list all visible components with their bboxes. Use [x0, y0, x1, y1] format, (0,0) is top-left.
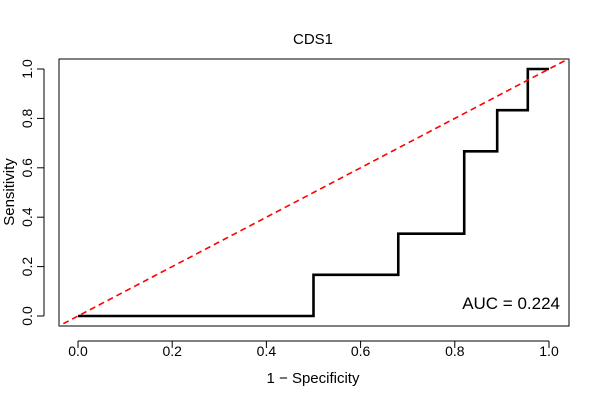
- x-axis-title: 1 − Specificity: [267, 370, 360, 387]
- y-tick-label: 0.8: [19, 108, 35, 128]
- x-tick-label: 1.0: [539, 343, 559, 359]
- reference-diagonal-line: [59, 59, 569, 326]
- auc-annotation: AUC = 0.224: [462, 294, 560, 313]
- y-tick-label: 1.0: [19, 59, 35, 79]
- x-tick-label: 0.2: [162, 343, 182, 359]
- y-axis-title: Sensitivity: [1, 158, 18, 226]
- plot-area-border: [58, 58, 570, 327]
- y-tick-label: 0.4: [19, 207, 35, 227]
- x-axis: 0.0 0.2 0.4 0.6 0.8 1.0: [68, 340, 559, 359]
- x-tick-label: 0.8: [445, 343, 465, 359]
- chart-title: CDS1: [293, 31, 333, 48]
- x-tick-label: 0.0: [68, 343, 88, 359]
- plot-series-group: [59, 59, 569, 326]
- y-tick-label: 0.6: [19, 158, 35, 178]
- roc-curve-line: [78, 67, 549, 318]
- x-tick-label: 0.4: [257, 343, 277, 359]
- y-axis: 0.0 0.2 0.4 0.6 0.8 1.0: [19, 59, 45, 326]
- y-tick-label: 0.0: [19, 306, 35, 326]
- x-tick-label: 0.6: [351, 343, 371, 359]
- y-tick-label: 0.2: [19, 257, 35, 277]
